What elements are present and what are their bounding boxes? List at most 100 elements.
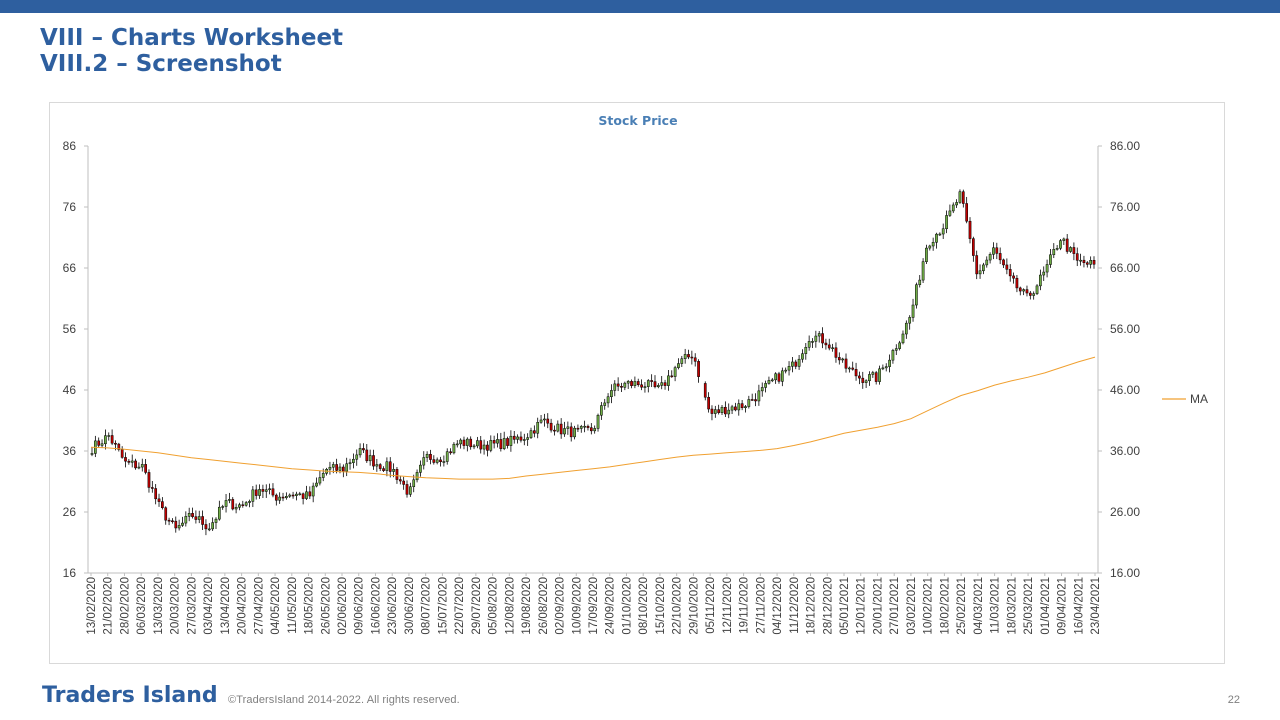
candle-body bbox=[442, 461, 446, 463]
x-tick-label: 04/05/2020 bbox=[270, 577, 282, 635]
x-tick-label: 05/11/2020 bbox=[705, 577, 717, 634]
candle-body bbox=[536, 422, 540, 434]
x-tick-label: 27/04/2020 bbox=[253, 577, 265, 635]
candle-body bbox=[563, 428, 566, 435]
candle-body bbox=[724, 406, 727, 415]
footer-copyright: ©TradersIsland 2014-2022. All rights res… bbox=[228, 694, 460, 706]
candle-body bbox=[764, 383, 767, 388]
candle-body bbox=[794, 361, 798, 367]
candle-body bbox=[352, 458, 355, 463]
candle-body bbox=[784, 369, 788, 372]
candle-body bbox=[127, 460, 131, 463]
candle-body bbox=[130, 460, 134, 463]
candle-body bbox=[315, 482, 318, 487]
candle-body bbox=[519, 436, 523, 441]
candle-body bbox=[1042, 271, 1046, 276]
candle-body bbox=[600, 405, 603, 416]
candle-body bbox=[965, 203, 969, 222]
candle-body bbox=[288, 494, 292, 497]
chart-frame: Stock Price 16 26 36 46 56 66 76 86 16.00 26.00 3… bbox=[49, 102, 1225, 664]
candle-body bbox=[174, 520, 178, 529]
candle-body bbox=[737, 403, 741, 411]
candle-body bbox=[864, 380, 868, 383]
candle-body bbox=[707, 396, 710, 410]
candle-body bbox=[258, 489, 261, 496]
candle-body bbox=[449, 451, 452, 454]
candle-body bbox=[459, 439, 462, 445]
candle-body bbox=[982, 264, 985, 272]
candle-body bbox=[506, 438, 509, 446]
x-tick-label: 29/10/2020 bbox=[688, 577, 700, 635]
y-right-tick-label: 76.00 bbox=[1110, 200, 1140, 214]
candle-body bbox=[177, 525, 181, 529]
candle-body bbox=[187, 513, 191, 517]
candle-body bbox=[1005, 264, 1009, 270]
candle-body bbox=[680, 358, 684, 364]
candle-body bbox=[827, 344, 831, 349]
candle-body bbox=[161, 501, 164, 508]
candle-body bbox=[348, 462, 352, 465]
candle-body bbox=[780, 370, 784, 382]
candle-body bbox=[358, 448, 362, 456]
candle-body bbox=[646, 380, 650, 387]
y-left-tick-label: 46 bbox=[63, 383, 77, 397]
x-tick-label: 03/04/2020 bbox=[203, 577, 215, 635]
candle-body bbox=[643, 386, 647, 388]
candle-body bbox=[285, 496, 288, 499]
candle-body bbox=[556, 423, 560, 432]
candle-body bbox=[861, 377, 865, 383]
candle-body bbox=[1059, 240, 1062, 249]
x-tick-label: 12/01/2021 bbox=[856, 577, 868, 635]
x-tick-label: 20/04/2020 bbox=[237, 577, 249, 635]
candle-body bbox=[104, 435, 107, 445]
candle-body bbox=[992, 247, 995, 255]
x-tick-label: 10/09/2020 bbox=[571, 577, 583, 635]
x-tick-label: 13/03/2020 bbox=[153, 577, 165, 635]
candle-body bbox=[482, 444, 486, 450]
candle-body bbox=[844, 358, 848, 369]
candle-body bbox=[231, 499, 235, 510]
x-tick-label: 25/02/2021 bbox=[956, 577, 968, 635]
x-tick-label: 03/02/2021 bbox=[906, 577, 918, 635]
candle-body bbox=[311, 485, 315, 497]
candle-body bbox=[211, 522, 214, 530]
x-tick-label: 23/04/2021 bbox=[1090, 577, 1102, 635]
candle-body bbox=[254, 489, 258, 496]
candle-body bbox=[811, 341, 814, 343]
candle-body bbox=[516, 436, 519, 440]
x-tick-label: 05/01/2021 bbox=[839, 577, 851, 635]
candle-body bbox=[817, 333, 821, 337]
x-tick-label: 08/10/2020 bbox=[638, 577, 650, 635]
candle-body bbox=[767, 380, 771, 384]
candle-body bbox=[201, 516, 204, 525]
y-axis-left-ticks: 16 26 36 46 56 66 76 86 bbox=[63, 139, 88, 580]
candle-body bbox=[814, 335, 818, 342]
candle-body bbox=[1028, 292, 1032, 296]
x-axis-tick-labels: 13/02/2020 21/02/2020 28/02/2020 06/03/2020… bbox=[86, 573, 1102, 635]
candle-body bbox=[335, 464, 338, 471]
y-left-tick-label: 76 bbox=[63, 200, 77, 214]
candle-body bbox=[579, 426, 583, 429]
x-tick-label: 29/07/2020 bbox=[471, 577, 483, 635]
candle-body bbox=[301, 493, 305, 499]
candle-body bbox=[469, 438, 473, 448]
candle-body bbox=[797, 358, 801, 367]
candle-body bbox=[941, 228, 945, 235]
candle-body bbox=[687, 354, 690, 358]
y-right-tick-label: 46.00 bbox=[1110, 383, 1140, 397]
candle-body bbox=[606, 396, 610, 404]
candle-body bbox=[925, 247, 928, 262]
candle-body bbox=[670, 375, 674, 378]
candle-body bbox=[365, 449, 369, 462]
y-left-tick-label: 26 bbox=[63, 505, 77, 519]
candle-body bbox=[750, 399, 754, 401]
x-tick-label: 27/11/2020 bbox=[755, 577, 767, 634]
x-tick-label: 13/02/2020 bbox=[86, 577, 98, 635]
candle-body bbox=[214, 518, 218, 523]
candle-body bbox=[107, 435, 111, 437]
candle-body bbox=[693, 357, 697, 362]
candle-body bbox=[911, 304, 915, 318]
candle-body bbox=[1079, 259, 1082, 262]
candle-body bbox=[224, 500, 228, 507]
candle-body bbox=[626, 381, 630, 384]
